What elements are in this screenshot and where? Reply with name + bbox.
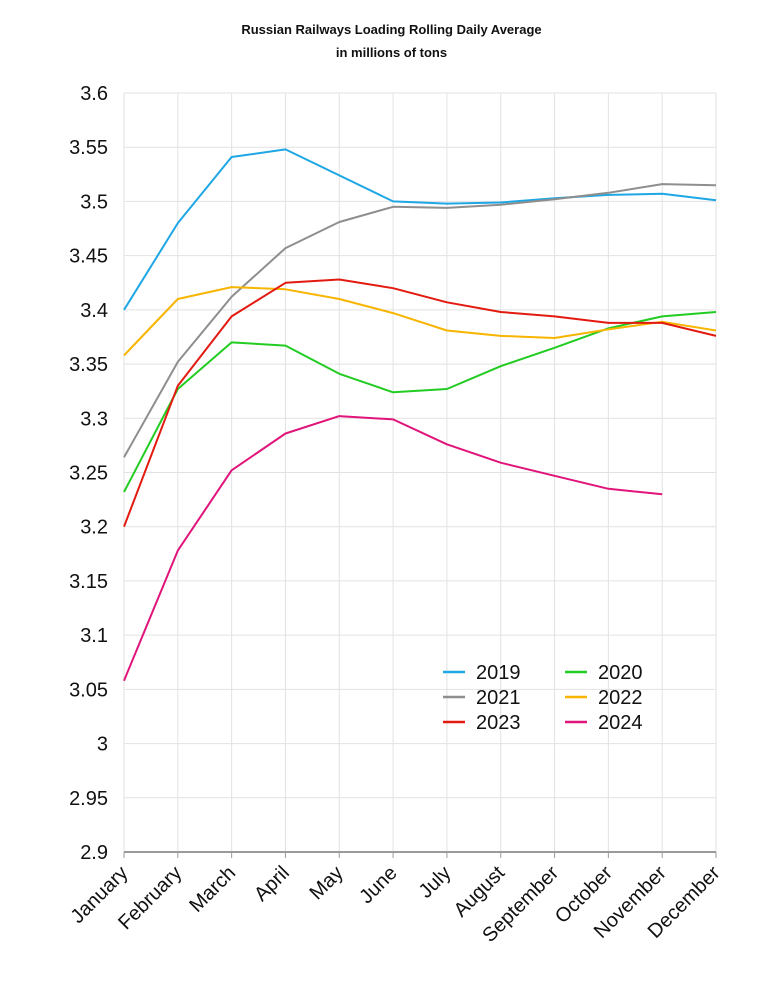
legend-label: 2021	[476, 687, 521, 709]
legend-label: 2022	[598, 687, 643, 709]
series-line-2024	[123, 415, 663, 682]
legend-label: 2023	[476, 712, 521, 734]
legend-item-2023: 2023	[443, 712, 521, 734]
y-tick-label: 3.35	[69, 354, 108, 376]
series-line-2023	[123, 278, 717, 528]
legend-label: 2024	[598, 712, 643, 734]
y-tick-label: 3.3	[80, 408, 108, 430]
y-tick-label: 3.5	[80, 191, 108, 213]
series-lines	[123, 148, 717, 682]
chart-title: Russian Railways Loading Rolling Daily A…	[241, 22, 542, 37]
legend-item-2019: 2019	[443, 662, 521, 684]
x-tick-label: April	[250, 862, 294, 906]
y-tick-label: 3.15	[69, 571, 108, 593]
legend-label: 2019	[476, 662, 521, 684]
legend-item-2021: 2021	[443, 687, 521, 709]
y-tick-label: 3.25	[69, 463, 108, 485]
x-tick-label: July	[415, 862, 456, 903]
grid-lines	[123, 92, 717, 852]
y-tick-label: 3.55	[69, 137, 108, 159]
y-tick-label: 2.95	[69, 788, 108, 810]
x-tick-label: May	[306, 862, 348, 904]
series-line-2020	[123, 311, 717, 493]
series-line-2019	[123, 148, 717, 311]
chart-subtitle: in millions of tons	[335, 45, 448, 60]
x-tick-label: June	[355, 862, 401, 908]
y-tick-label: 3.05	[69, 679, 108, 701]
y-tick-label: 3.4	[80, 300, 108, 322]
series-line-2021	[123, 183, 717, 458]
legend-item-2022: 2022	[565, 687, 643, 709]
y-tick-label: 3.6	[80, 83, 108, 105]
y-tick-label: 3.1	[80, 625, 108, 647]
axes	[123, 851, 717, 858]
legend: 2019 2020 2021 2022 2023 2024	[443, 662, 643, 734]
y-axis-ticks: 3.6 3.55 3.5 3.45 3.4 3.35 3.3 3.25 3.2 3.15 3.1 3.…	[69, 83, 108, 864]
y-tick-label: 2.9	[80, 842, 108, 864]
y-tick-label: 3.45	[69, 246, 108, 268]
series-line-2022	[123, 286, 717, 357]
legend-item-2024: 2024	[565, 712, 643, 734]
y-tick-label: 3.2	[80, 517, 108, 539]
y-tick-label: 3	[97, 734, 108, 756]
legend-item-2020: 2020	[565, 662, 643, 684]
legend-label: 2020	[598, 662, 643, 684]
x-tick-label: March	[185, 862, 240, 917]
